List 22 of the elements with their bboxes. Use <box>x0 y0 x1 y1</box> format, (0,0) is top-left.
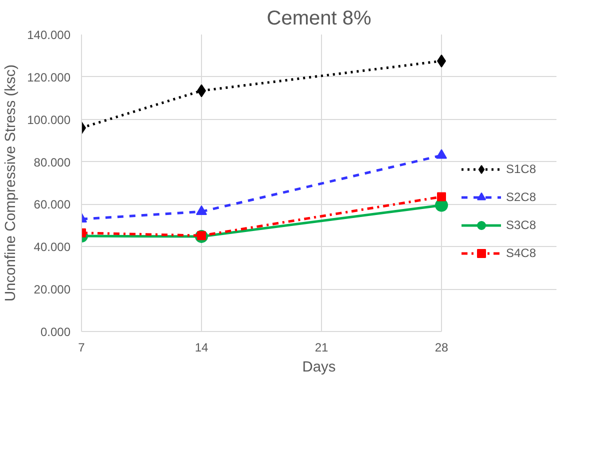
point <box>437 192 446 202</box>
chart-title: Cement 8% <box>266 8 372 30</box>
legend-label: S3C8 <box>506 218 536 232</box>
y-tick-label: 120.000 <box>27 70 71 84</box>
y-tick-label: 40.000 <box>34 240 71 254</box>
x-axis-title: Days <box>302 360 336 376</box>
legend-label: S2C8 <box>506 190 536 204</box>
point <box>436 149 447 159</box>
x-tick-label: 7 <box>78 340 86 354</box>
y-tick-label: 60.000 <box>34 198 71 212</box>
y-tick-label: 100.000 <box>27 112 71 127</box>
point <box>196 205 207 216</box>
y-axis-title: Unconfine Compressive Stress (ksc) <box>3 64 20 302</box>
x-tick-label: 14 <box>194 340 208 354</box>
x-tick-label: 21 <box>314 340 328 354</box>
legend-label: S4C8 <box>506 246 536 260</box>
y-tick-label: 140.000 <box>27 28 71 42</box>
y-tick-label: 20.000 <box>34 282 71 297</box>
y-tick-label: 0.000 <box>40 325 71 339</box>
x-tick-label: 28 <box>434 340 448 354</box>
legend-label: S1C8 <box>506 162 536 176</box>
y-tick-label: 80.000 <box>34 155 71 170</box>
